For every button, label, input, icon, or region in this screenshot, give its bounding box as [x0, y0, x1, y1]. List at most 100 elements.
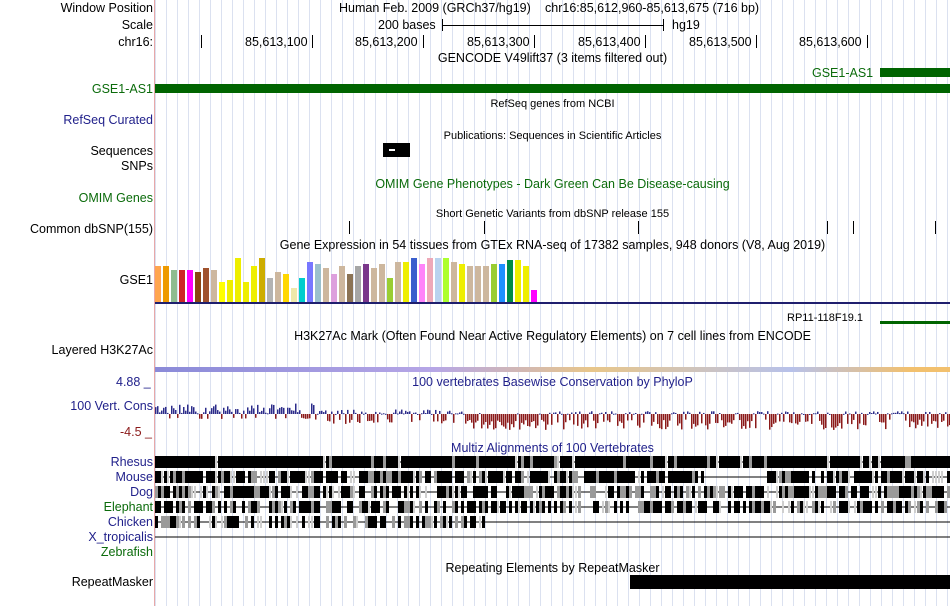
gtex-tissue-bar[interactable]: [483, 266, 489, 302]
conservation-wiggle[interactable]: [155, 390, 950, 436]
gtex-tissue-bar[interactable]: [171, 270, 177, 302]
multiz-species-label[interactable]: Dog: [130, 485, 153, 499]
conservation-score-bar: [685, 414, 687, 420]
gtex-tissue-bar[interactable]: [419, 264, 425, 302]
gtex-tissue-bar[interactable]: [267, 278, 273, 302]
gtex-tissue-bar[interactable]: [523, 266, 529, 302]
gtex-tissue-bar[interactable]: [499, 264, 505, 302]
conservation-score-bar: [303, 414, 305, 419]
sequences-track-label[interactable]: Sequences: [90, 144, 153, 158]
gtex-tissue-bar[interactable]: [531, 290, 537, 302]
position-label[interactable]: chr16:85,612,960-85,613,675 (716 bp): [545, 1, 760, 15]
refseq-track-label[interactable]: RefSeq Curated: [63, 113, 153, 127]
gtex-tissue-bar[interactable]: [315, 264, 321, 302]
gtex-tissue-bar[interactable]: [291, 288, 297, 302]
gtex-tissue-bar[interactable]: [259, 258, 265, 302]
gencode-item-label[interactable]: GSE1-AS1: [812, 66, 874, 80]
multiz-block: [608, 456, 611, 468]
gtex-tissue-bar[interactable]: [163, 266, 169, 302]
snp-mark[interactable]: [853, 221, 854, 234]
gtex-tissue-bar[interactable]: [203, 268, 209, 302]
repeatmasker-track-label[interactable]: RepeatMasker: [71, 575, 153, 589]
gtex-tissue-bar[interactable]: [411, 258, 417, 302]
gtex-tissue-bar[interactable]: [251, 266, 257, 302]
snp-mark[interactable]: [484, 221, 485, 234]
gtex-tissue-bar[interactable]: [211, 270, 217, 302]
multiz-species-label[interactable]: X_tropicalis: [88, 530, 153, 544]
multiz-species-label[interactable]: Zebrafish: [100, 545, 153, 559]
gtex-tissue-bar[interactable]: [187, 270, 193, 302]
multiz-alignment-blocks[interactable]: [155, 455, 950, 545]
publication-item[interactable]: [383, 143, 410, 157]
gtex-tissue-bar[interactable]: [235, 258, 241, 302]
dbsnp-track-label[interactable]: Common dbSNP(155): [30, 222, 153, 236]
gtex-tissue-bar[interactable]: [227, 280, 233, 302]
gtex-tissue-bar[interactable]: [387, 278, 393, 302]
gencode-track-label[interactable]: GSE1-AS1: [91, 82, 153, 96]
gtex-tissue-bar[interactable]: [491, 264, 497, 302]
multiz-species-label[interactable]: Elephant: [103, 500, 153, 514]
gtex-tissue-bar[interactable]: [363, 264, 369, 302]
gtex-tissue-bar[interactable]: [475, 266, 481, 302]
snps-track-label[interactable]: SNPs: [121, 159, 153, 173]
gtex-bar-chart[interactable]: [155, 254, 540, 302]
multiz-block: [332, 501, 335, 513]
gencode-exon[interactable]: [880, 68, 950, 77]
multiz-block: [305, 456, 308, 468]
gtex-tissue-bar[interactable]: [179, 270, 185, 302]
multiz-block: [845, 456, 848, 468]
multiz-species-label[interactable]: Mouse: [115, 470, 153, 484]
h3k27ac-signal[interactable]: [155, 367, 950, 372]
gtex-tissue-bar[interactable]: [347, 274, 353, 302]
gtex-tissue-bar[interactable]: [307, 262, 313, 302]
gtex-tissue-bar[interactable]: [195, 272, 201, 302]
gtex-tissue-bar[interactable]: [507, 260, 513, 302]
gtex-tissue-bar[interactable]: [427, 258, 433, 302]
multiz-block: [581, 456, 584, 468]
repeat-element[interactable]: [630, 575, 950, 589]
multiz-block: [380, 471, 383, 483]
gencode-gene-bar[interactable]: [155, 84, 950, 93]
gtex-tissue-bar[interactable]: [379, 264, 385, 302]
gtex-tissue-bar[interactable]: [467, 266, 473, 302]
gtex-tissue-bar[interactable]: [275, 272, 281, 302]
multiz-block: [614, 501, 617, 513]
gtex-tissue-bar[interactable]: [299, 278, 305, 302]
omim-track-label[interactable]: OMIM Genes: [78, 191, 153, 205]
gtex-tissue-bar[interactable]: [459, 264, 465, 302]
gtex-tissue-bar[interactable]: [323, 268, 329, 302]
gtex-tissue-bar[interactable]: [451, 262, 457, 302]
multiz-block: [179, 501, 182, 513]
gtex-tissue-bar[interactable]: [515, 260, 521, 302]
gtex-tissue-bar[interactable]: [219, 282, 225, 302]
conservation-score-bar: [581, 414, 583, 429]
gtex-tissue-bar[interactable]: [443, 258, 449, 302]
multiz-block: [272, 456, 275, 468]
snp-mark[interactable]: [827, 221, 828, 234]
gtex-tissue-bar[interactable]: [395, 262, 401, 302]
gtex-tissue-bar[interactable]: [331, 274, 337, 302]
snp-mark[interactable]: [935, 221, 936, 234]
gtex-track-label[interactable]: GSE1: [119, 273, 153, 287]
multiz-block: [239, 471, 242, 483]
gtex-tissue-bar[interactable]: [371, 268, 377, 302]
snp-mark[interactable]: [349, 221, 350, 234]
gtex-tissue-bar[interactable]: [243, 282, 249, 302]
gtex-tissue-bar[interactable]: [435, 258, 441, 302]
gtex-tissue-bar[interactable]: [355, 266, 361, 302]
snp-mark[interactable]: [638, 221, 639, 234]
gtex-next-item-label[interactable]: RP11-118F19.1: [787, 312, 864, 324]
multiz-species-label[interactable]: Rhesus: [110, 455, 153, 469]
gtex-next-item-bar[interactable]: [880, 321, 950, 324]
conservation-score-bar: [849, 413, 851, 415]
gtex-tissue-bar[interactable]: [403, 262, 409, 302]
multiz-block: [839, 456, 842, 468]
conservation-track-label[interactable]: 100 Vert. Cons: [70, 399, 153, 413]
multiz-species-label[interactable]: Chicken: [107, 515, 153, 529]
multiz-block: [869, 456, 871, 468]
multiz-block: [179, 456, 182, 468]
gtex-tissue-bar[interactable]: [339, 266, 345, 302]
h3k27ac-track-label[interactable]: Layered H3K27Ac: [51, 343, 153, 357]
gtex-tissue-bar[interactable]: [155, 266, 161, 302]
gtex-tissue-bar[interactable]: [283, 274, 289, 302]
